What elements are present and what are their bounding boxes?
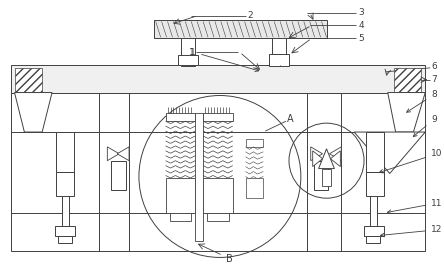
- Polygon shape: [354, 132, 425, 173]
- Bar: [154, 20, 326, 38]
- Bar: [195, 113, 203, 241]
- Text: 7: 7: [431, 75, 437, 84]
- Bar: [366, 236, 380, 243]
- Bar: [182, 38, 195, 66]
- Text: 1: 1: [190, 48, 259, 72]
- Polygon shape: [319, 149, 334, 169]
- Bar: [246, 178, 263, 198]
- Bar: [203, 178, 233, 213]
- Text: 1: 1: [188, 48, 194, 57]
- Bar: [58, 236, 72, 243]
- Text: 6: 6: [431, 62, 437, 71]
- Bar: [364, 226, 384, 236]
- Bar: [11, 93, 425, 251]
- Text: 3: 3: [358, 8, 364, 17]
- Bar: [394, 68, 421, 92]
- Polygon shape: [330, 151, 341, 167]
- Bar: [166, 178, 195, 213]
- Bar: [321, 169, 332, 186]
- Polygon shape: [15, 93, 52, 132]
- Polygon shape: [107, 147, 119, 161]
- Text: B: B: [226, 254, 233, 264]
- Text: 4: 4: [358, 21, 364, 30]
- Bar: [370, 196, 377, 226]
- Bar: [56, 172, 74, 196]
- Bar: [178, 55, 198, 65]
- Polygon shape: [311, 147, 323, 161]
- Bar: [313, 161, 329, 190]
- Text: 9: 9: [413, 115, 437, 136]
- Bar: [366, 172, 384, 196]
- Text: 2: 2: [248, 11, 253, 20]
- Bar: [166, 113, 195, 121]
- Polygon shape: [388, 93, 425, 132]
- Bar: [246, 139, 263, 147]
- Bar: [269, 54, 289, 66]
- Text: 11: 11: [388, 199, 443, 213]
- Bar: [15, 68, 42, 92]
- Bar: [207, 213, 229, 221]
- Text: A: A: [287, 114, 293, 124]
- Bar: [203, 113, 233, 121]
- Bar: [56, 132, 74, 172]
- Bar: [62, 196, 69, 226]
- Bar: [11, 65, 425, 93]
- Polygon shape: [117, 147, 129, 161]
- Polygon shape: [329, 147, 341, 161]
- Bar: [272, 38, 286, 54]
- Polygon shape: [313, 151, 323, 167]
- Bar: [170, 213, 191, 221]
- Text: 12: 12: [381, 225, 443, 237]
- Text: 10: 10: [380, 149, 443, 173]
- Bar: [366, 132, 384, 172]
- Bar: [55, 226, 75, 236]
- Text: 8: 8: [407, 90, 437, 112]
- Bar: [111, 161, 126, 190]
- Text: 5: 5: [358, 34, 364, 43]
